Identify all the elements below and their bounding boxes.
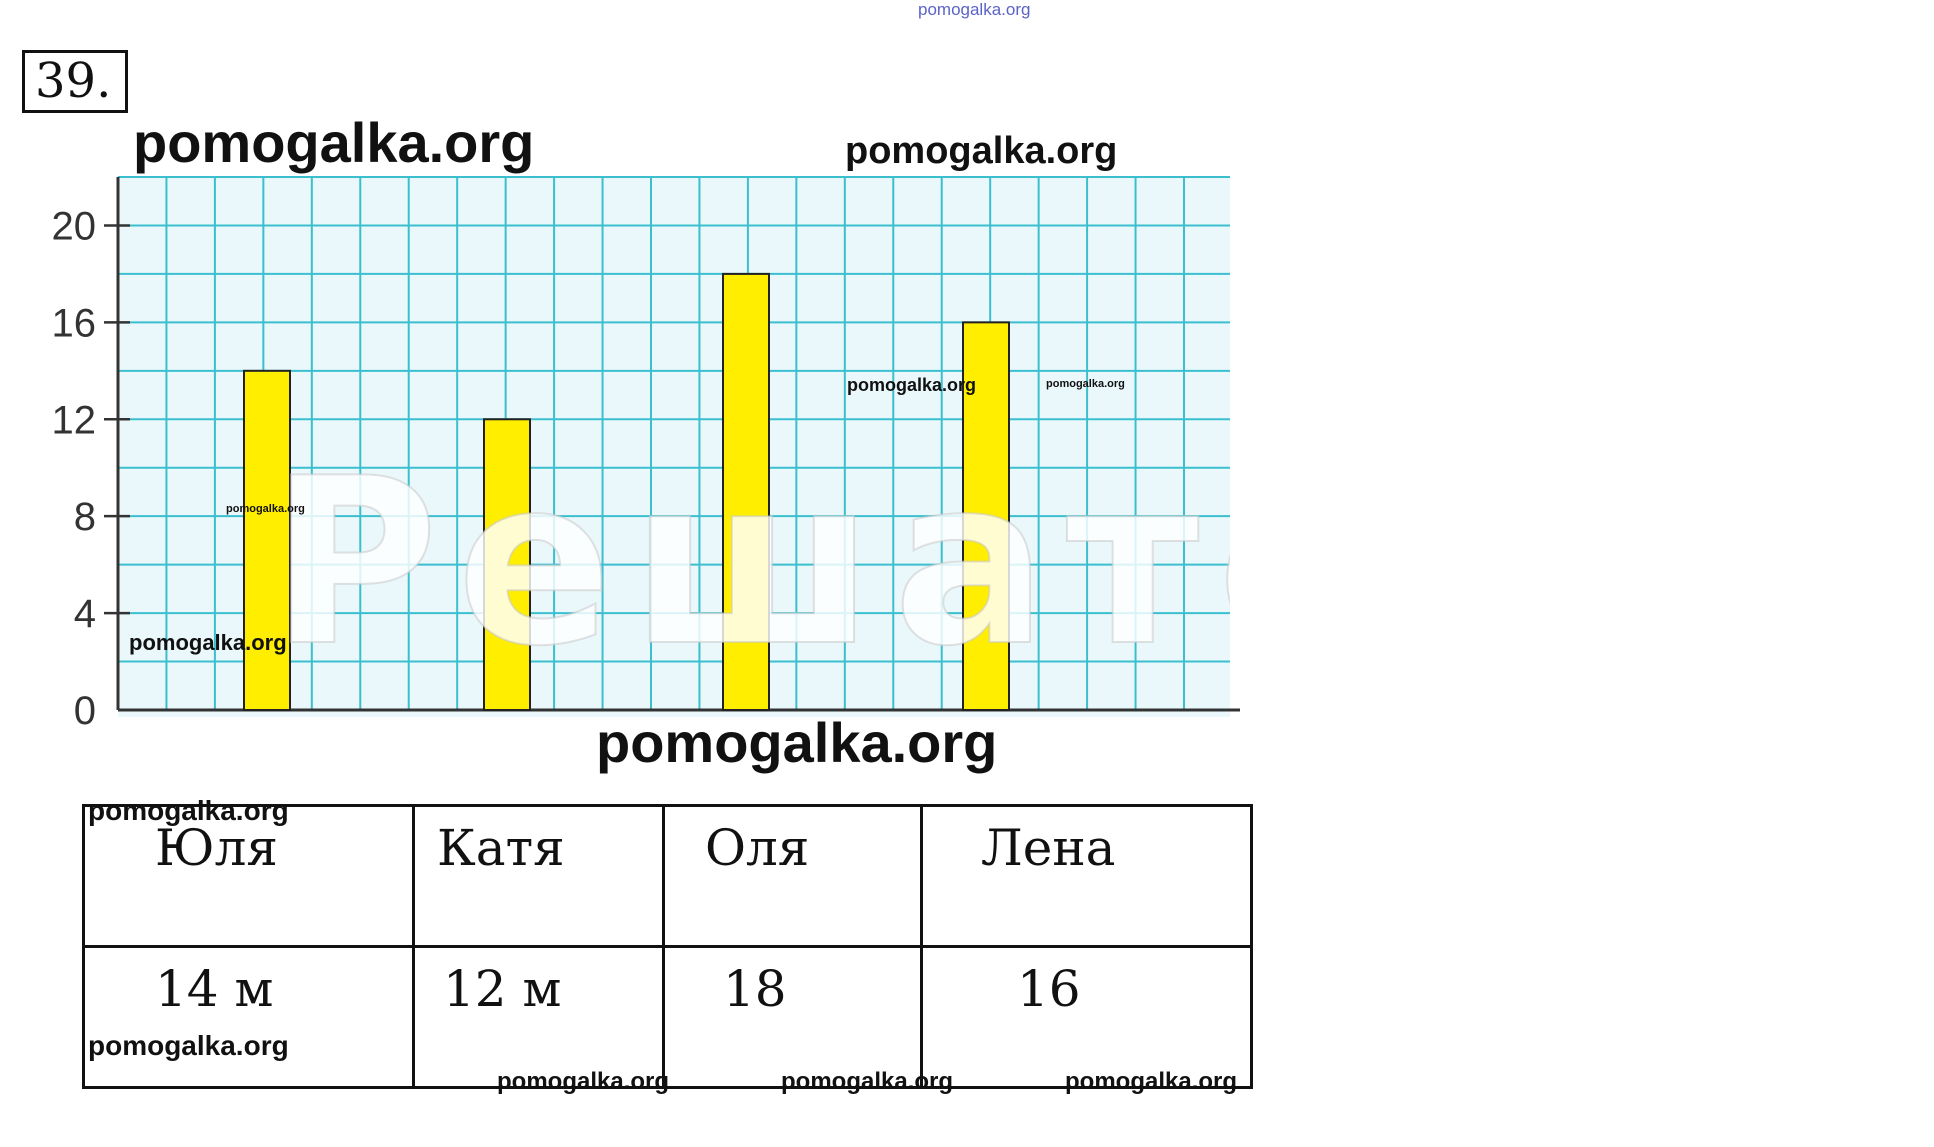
table-cell-value: 12 м — [412, 945, 665, 1089]
watermark-big-clip: Решател — [270, 430, 1230, 700]
watermark-table-5: pomogalka.org — [1065, 1068, 1238, 1095]
y-tick-label: 4 — [74, 592, 96, 636]
watermark-table-3: pomogalka.org — [497, 1068, 670, 1095]
watermark-top: pomogalka.org — [918, 0, 1031, 19]
chart-grid — [117, 176, 1230, 711]
watermark-large-1: pomogalka.org — [133, 111, 535, 174]
table-cell-value: 18 — [662, 945, 923, 1089]
chart-bars — [243, 272, 1010, 711]
watermark-table-4: pomogalka.org — [781, 1068, 954, 1095]
bar-2 — [483, 418, 531, 711]
table-row-values: 14 м 12 м 18 16 — [82, 945, 1253, 1089]
watermark-chart-1: pomogalka.org — [847, 375, 977, 395]
problem-number: 39. — [22, 50, 128, 113]
watermark-large-2: pomogalka.org — [845, 130, 1118, 172]
table-cell-value: 14 м — [82, 945, 415, 1089]
watermark-large-3: pomogalka.org — [596, 711, 998, 774]
results-table: Юля Катя Оля Лена 14 м 12 м 18 16 — [82, 804, 1253, 1089]
bar-3 — [722, 272, 770, 711]
y-tick-label: 16 — [52, 301, 97, 345]
chart-axes: 0 4 8 12 16 20 — [52, 177, 1240, 733]
table-cell-name: Юля — [82, 804, 415, 948]
y-tick-label: 8 — [74, 495, 96, 539]
bar-4 — [962, 321, 1010, 711]
bar-1 — [243, 369, 291, 711]
watermark-chart-3: pomogalka.org — [226, 503, 305, 515]
y-tick-label: 12 — [52, 398, 97, 442]
y-tick-label: 20 — [52, 204, 97, 248]
chart-background — [118, 177, 1230, 717]
table-cell-name: Катя — [412, 804, 665, 948]
watermark-chart-2: pomogalka.org — [1046, 378, 1125, 390]
watermark-chart-4: pomogalka.org — [129, 630, 287, 655]
watermark-table-1: pomogalka.org — [88, 795, 289, 826]
watermark-table-2: pomogalka.org — [88, 1030, 289, 1061]
table-cell-name: Оля — [662, 804, 923, 948]
bar-chart: 0 4 8 12 16 20 — [52, 176, 1240, 733]
table-row-names: Юля Катя Оля Лена — [82, 804, 1253, 948]
y-tick-label: 0 — [74, 689, 96, 733]
table-cell-name: Лена — [920, 804, 1253, 948]
watermark-big-text: Решател — [270, 430, 1230, 698]
table-cell-value: 16 — [920, 945, 1253, 1089]
